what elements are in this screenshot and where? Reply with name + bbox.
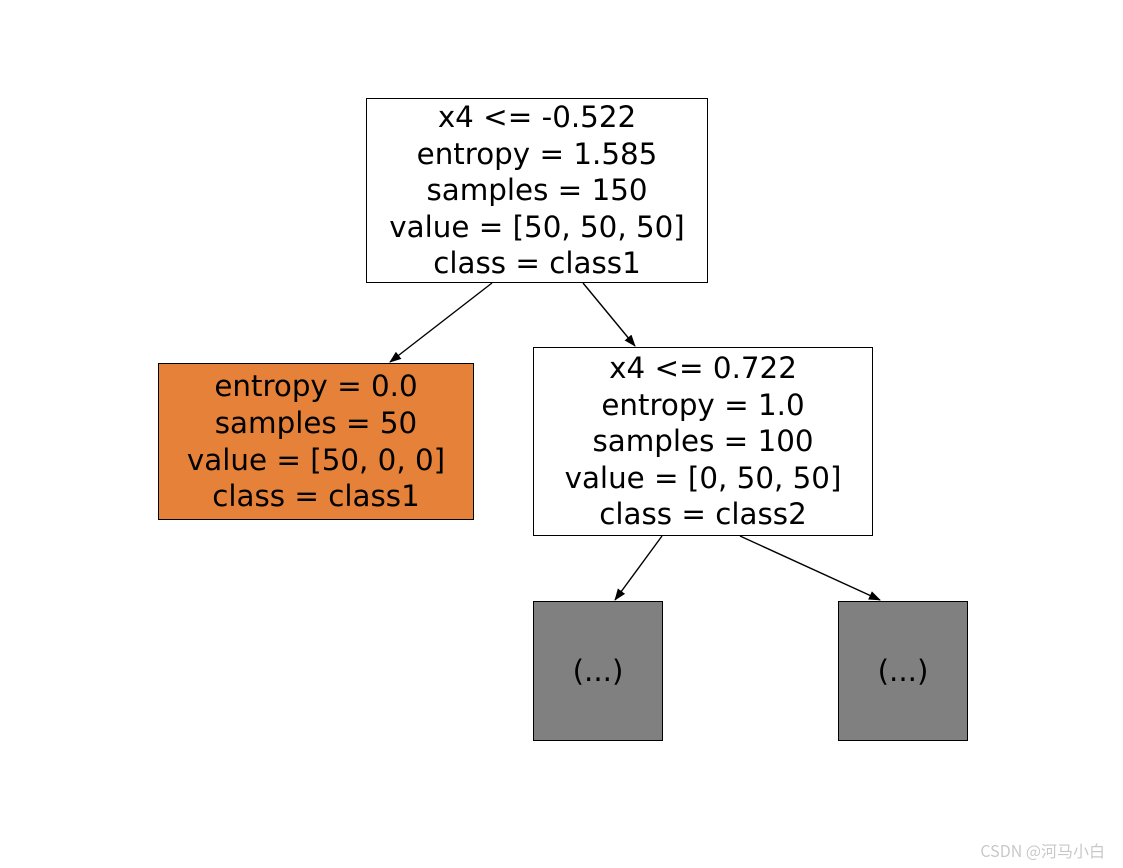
tree-edge xyxy=(583,283,635,346)
node-text: class = class2 xyxy=(599,496,807,533)
node-text: entropy = 1.0 xyxy=(601,387,804,424)
tree-node-internal: x4 <= 0.722 entropy = 1.0 samples = 100 … xyxy=(533,347,873,536)
tree-edge xyxy=(615,536,662,600)
node-text: samples = 100 xyxy=(592,423,813,460)
node-text: (...) xyxy=(573,653,624,690)
tree-node-root: x4 <= -0.522 entropy = 1.585 samples = 1… xyxy=(366,98,708,283)
diagram-canvas: x4 <= -0.522 entropy = 1.585 samples = 1… xyxy=(0,0,1123,868)
tree-edge xyxy=(390,283,492,362)
node-text: value = [50, 50, 50] xyxy=(389,209,684,246)
watermark-label: CSDN @河马小白 xyxy=(980,838,1105,862)
tree-node-leaf-class1: entropy = 0.0 samples = 50 value = [50, … xyxy=(158,363,474,520)
node-text: value = [50, 0, 0] xyxy=(187,442,445,479)
tree-node-truncated: (...) xyxy=(533,601,663,741)
node-text: samples = 50 xyxy=(215,405,417,442)
node-text: entropy = 1.585 xyxy=(417,136,658,173)
node-text: x4 <= -0.522 xyxy=(438,99,636,136)
node-text: entropy = 0.0 xyxy=(214,368,417,405)
node-text: value = [0, 50, 50] xyxy=(565,460,842,497)
tree-edge xyxy=(740,536,880,600)
node-text: x4 <= 0.722 xyxy=(609,350,797,387)
node-text: (...) xyxy=(878,653,929,690)
watermark-text: CSDN @河马小白 xyxy=(980,838,1105,862)
node-text: class = class1 xyxy=(433,245,641,282)
tree-node-truncated: (...) xyxy=(838,601,968,741)
node-text: samples = 150 xyxy=(426,172,647,209)
node-text: class = class1 xyxy=(212,478,420,515)
